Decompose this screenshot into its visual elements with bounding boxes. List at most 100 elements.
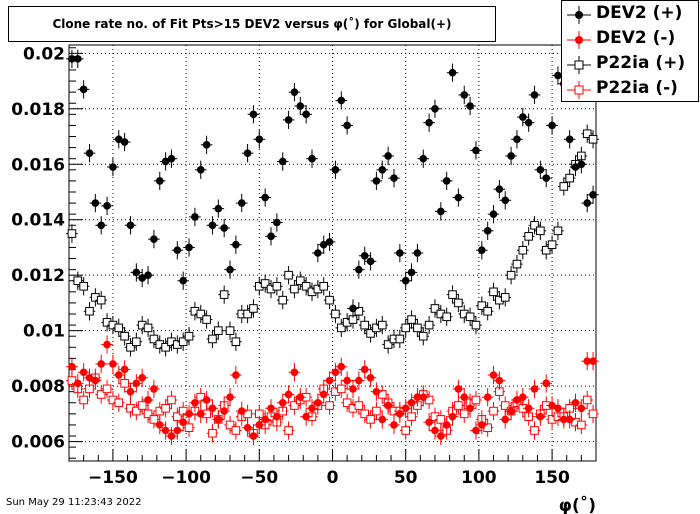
data-point — [124, 216, 137, 235]
data-point — [112, 365, 125, 385]
marker-circle — [589, 357, 597, 365]
marker-circle — [483, 393, 492, 402]
marker-square — [243, 309, 252, 319]
marker-circle — [302, 110, 310, 119]
data-point — [358, 404, 371, 424]
data-point — [341, 393, 353, 412]
data-point — [159, 421, 172, 440]
marker-circle — [150, 385, 158, 393]
marker-square — [588, 134, 598, 144]
legend-marker-open-black-square — [567, 56, 591, 74]
data-point — [470, 315, 482, 335]
legend-item-dev2-minus: DEV2 (-) — [562, 27, 700, 51]
data-point — [253, 130, 266, 149]
marker-circle — [565, 415, 574, 424]
marker-circle — [577, 160, 586, 169]
legend: DEV2 (+) DEV2 (-) P22ia (+) P22ia (-) — [561, 0, 699, 102]
data-point — [399, 271, 412, 290]
marker-square — [219, 290, 229, 299]
marker-circle — [196, 410, 205, 418]
marker-square — [413, 323, 422, 333]
data-point — [306, 149, 318, 168]
marker-circle — [519, 393, 527, 402]
data-point — [534, 160, 547, 179]
data-point — [394, 329, 406, 349]
data-point — [282, 110, 295, 130]
data-point — [71, 271, 84, 290]
marker-circle — [366, 257, 375, 266]
marker-circle — [308, 154, 316, 163]
data-point — [528, 216, 541, 235]
marker-circle — [478, 421, 486, 429]
x-tick-label: −100 — [161, 468, 211, 488]
data-point — [130, 401, 143, 421]
marker-square — [301, 281, 311, 291]
data-point — [499, 410, 512, 429]
marker-square — [272, 281, 282, 291]
data-point — [370, 171, 383, 191]
data-point — [493, 180, 506, 199]
marker-circle — [249, 110, 258, 119]
data-point — [306, 399, 318, 418]
marker-circle — [173, 426, 182, 435]
marker-circle — [296, 102, 305, 110]
data-point — [353, 371, 365, 390]
data-point — [206, 424, 219, 443]
data-point — [259, 274, 271, 293]
data-point — [66, 224, 78, 243]
data-point — [194, 404, 207, 424]
axes: −150 −100 −50 0 50 100 150 0.006 0.008 0.01 0.012 0… — [11, 44, 582, 488]
marker-square — [67, 229, 77, 238]
data-point — [335, 91, 348, 110]
marker-circle — [79, 85, 88, 94]
marker-square — [137, 401, 147, 410]
marker-circle — [554, 404, 562, 413]
marker-square — [196, 309, 206, 319]
marker-square — [214, 326, 223, 335]
marker-circle — [243, 423, 252, 432]
marker-circle — [226, 393, 234, 402]
marker-circle — [214, 415, 223, 424]
data-point — [294, 271, 307, 290]
marker-circle — [191, 398, 199, 407]
data-point — [282, 421, 295, 440]
x-tick-label: 150 — [534, 468, 570, 488]
data-point — [423, 113, 435, 132]
marker-square — [79, 281, 88, 291]
marker-square — [436, 415, 446, 424]
marker-circle — [519, 113, 527, 121]
marker-square — [547, 240, 557, 249]
marker-square — [506, 270, 516, 280]
data-point — [587, 185, 599, 204]
marker-square — [178, 337, 188, 347]
legend-label: P22ia (-) — [596, 78, 678, 98]
x-tick-label: 0 — [327, 468, 339, 488]
marker-square — [208, 334, 217, 344]
data-point — [259, 410, 271, 429]
marker-circle — [232, 240, 240, 249]
series-dev2- — [66, 49, 599, 318]
marker-circle — [85, 149, 94, 157]
marker-circle — [314, 249, 322, 257]
marker-square — [143, 409, 153, 419]
marker-circle — [366, 374, 375, 382]
data-point — [247, 299, 260, 318]
marker-square — [512, 259, 522, 269]
data-point — [241, 144, 254, 163]
marker-square — [418, 331, 428, 341]
marker-circle — [349, 304, 357, 313]
data-point — [587, 352, 599, 371]
data-point — [335, 357, 348, 376]
data-point — [517, 107, 529, 127]
marker-circle — [577, 404, 586, 413]
data-point — [452, 188, 465, 207]
data-point — [399, 399, 412, 418]
data-point — [148, 379, 160, 399]
data-point — [446, 285, 459, 304]
marker-square — [454, 401, 463, 410]
marker-circle — [243, 149, 252, 157]
marker-square — [249, 304, 258, 313]
marker-square — [336, 323, 346, 333]
data-point — [575, 399, 588, 418]
